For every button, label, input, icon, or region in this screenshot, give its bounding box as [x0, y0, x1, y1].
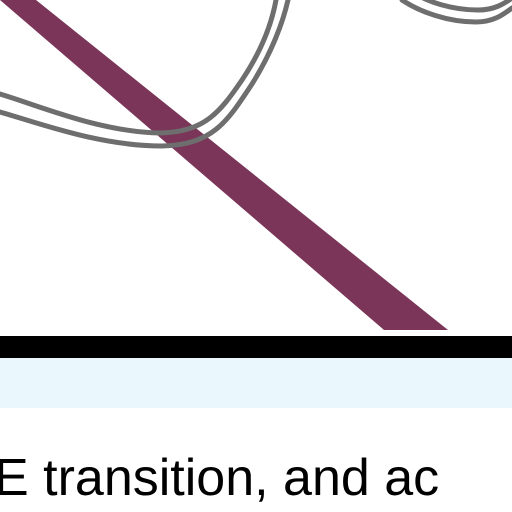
wavy-strand-1	[0, 0, 291, 149]
diagonal-band	[0, 0, 448, 330]
figure-caption: E transition, and ac	[0, 449, 440, 507]
lower-band	[0, 358, 512, 408]
baseline-bar	[0, 336, 512, 358]
wavy-strand-2	[399, 0, 512, 25]
